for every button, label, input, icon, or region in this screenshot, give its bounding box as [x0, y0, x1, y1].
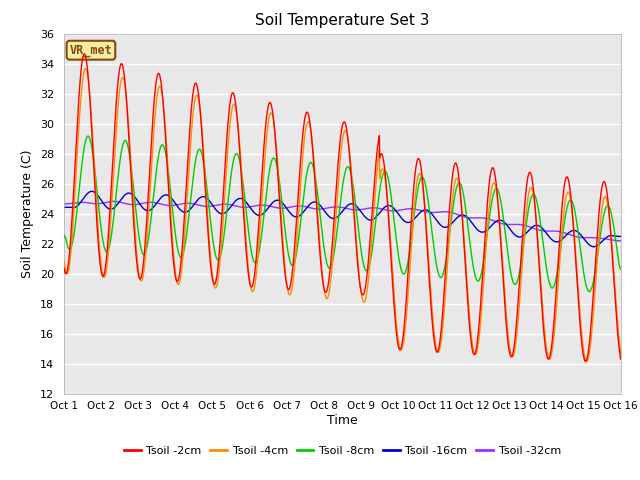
Line: Tsoil -8cm: Tsoil -8cm — [64, 136, 621, 291]
Tsoil -32cm — [60, 201, 68, 207]
Tsoil -32cm — [216, 202, 223, 207]
Tsoil -8cm — [371, 227, 379, 232]
Tsoil -4cm — [584, 358, 591, 363]
Tsoil -32cm — [109, 199, 117, 204]
Tsoil -16cm — [60, 204, 68, 210]
Tsoil -4cm — [568, 205, 575, 211]
Tsoil -8cm — [586, 288, 593, 294]
Tsoil -4cm — [359, 297, 367, 303]
Line: Tsoil -2cm: Tsoil -2cm — [64, 54, 621, 361]
Tsoil -2cm — [359, 292, 367, 298]
Tsoil -32cm — [504, 222, 512, 228]
Tsoil -2cm — [216, 247, 223, 252]
Tsoil -8cm — [216, 256, 223, 262]
Tsoil -16cm — [617, 234, 625, 240]
Tsoil -2cm — [568, 204, 575, 209]
Tsoil -32cm — [359, 206, 367, 212]
Tsoil -16cm — [590, 244, 598, 250]
Tsoil -32cm — [584, 235, 591, 240]
Tsoil -2cm — [504, 342, 512, 348]
Tsoil -4cm — [371, 196, 379, 202]
Tsoil -4cm — [504, 334, 512, 340]
Tsoil -4cm — [617, 350, 625, 356]
Tsoil -16cm — [504, 224, 512, 230]
Tsoil -4cm — [60, 258, 68, 264]
Tsoil -8cm — [617, 266, 625, 272]
Tsoil -2cm — [81, 51, 88, 57]
Tsoil -4cm — [81, 66, 89, 72]
Tsoil -4cm — [583, 359, 591, 364]
Tsoil -16cm — [584, 240, 591, 246]
Tsoil -16cm — [568, 228, 575, 234]
Tsoil -2cm — [582, 359, 589, 364]
Line: Tsoil -16cm: Tsoil -16cm — [64, 192, 621, 247]
Tsoil -2cm — [617, 356, 625, 362]
Tsoil -8cm — [84, 133, 92, 139]
Tsoil -2cm — [371, 174, 379, 180]
Tsoil -8cm — [504, 254, 512, 260]
Tsoil -8cm — [60, 232, 68, 238]
Tsoil -16cm — [371, 216, 379, 221]
Legend: Tsoil -2cm, Tsoil -4cm, Tsoil -8cm, Tsoil -16cm, Tsoil -32cm: Tsoil -2cm, Tsoil -4cm, Tsoil -8cm, Tsoi… — [120, 441, 565, 460]
Line: Tsoil -4cm: Tsoil -4cm — [64, 69, 621, 361]
Y-axis label: Soil Temperature (C): Soil Temperature (C) — [22, 149, 35, 278]
Tsoil -32cm — [617, 238, 625, 244]
Tsoil -8cm — [568, 198, 575, 204]
Tsoil -2cm — [584, 353, 591, 359]
Title: Soil Temperature Set 3: Soil Temperature Set 3 — [255, 13, 429, 28]
Line: Tsoil -32cm: Tsoil -32cm — [64, 202, 621, 241]
Tsoil -16cm — [359, 211, 367, 217]
Tsoil -4cm — [216, 264, 223, 270]
Tsoil -2cm — [60, 265, 68, 271]
Tsoil -32cm — [568, 232, 575, 238]
Tsoil -8cm — [359, 257, 367, 263]
Tsoil -8cm — [584, 286, 591, 292]
Tsoil -32cm — [371, 205, 379, 211]
Tsoil -16cm — [88, 189, 96, 194]
Text: VR_met: VR_met — [70, 44, 112, 57]
X-axis label: Time: Time — [327, 414, 358, 427]
Tsoil -16cm — [216, 210, 223, 216]
